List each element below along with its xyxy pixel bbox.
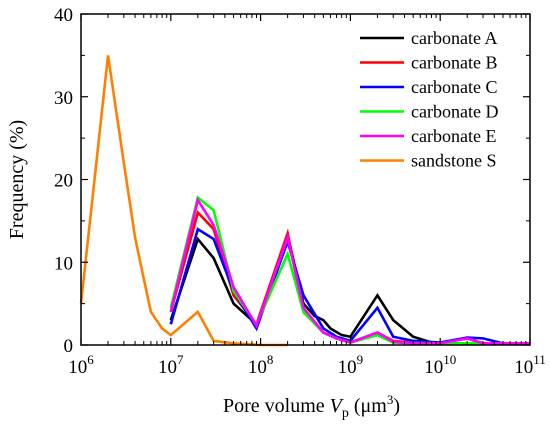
x-axis-label-prefix: Pore volume bbox=[223, 395, 330, 417]
x-tick-label: 108 bbox=[248, 352, 274, 378]
y-tick-label: 0 bbox=[64, 336, 74, 357]
legend-label-5: carbonate E bbox=[411, 126, 496, 146]
series-line-2 bbox=[169, 210, 530, 345]
x-axis-label-unit-close: ) bbox=[393, 395, 400, 417]
series-line-5 bbox=[169, 196, 530, 345]
x-tick-label: 106 bbox=[68, 352, 94, 378]
series-lines bbox=[79, 55, 530, 347]
y-tick-label: 40 bbox=[54, 5, 73, 26]
series-line-6 bbox=[79, 55, 288, 347]
x-tick-label: 1010 bbox=[424, 352, 456, 378]
x-tick-label: 107 bbox=[158, 352, 184, 378]
x-axis-label: Pore volume Vp (μm3) bbox=[223, 392, 400, 421]
x-axis-label-unit-open: (μm bbox=[349, 395, 387, 417]
legend-label-3: carbonate C bbox=[411, 77, 497, 97]
legend-label-2: carbonate B bbox=[411, 53, 497, 73]
y-tick-label: 10 bbox=[54, 253, 73, 274]
legend: carbonate A carbonate B carbonate C carbona… bbox=[360, 28, 498, 171]
x-axis-label-unit-power: 3 bbox=[387, 392, 394, 407]
y-tick-label: 20 bbox=[54, 171, 73, 192]
axis-ticks bbox=[80, 13, 531, 346]
legend-label-4: carbonate D bbox=[411, 102, 498, 122]
axis-tick-labels: 106 107 108 109 1010 1011 0 10 20 30 40 bbox=[54, 5, 546, 378]
x-axis-label-subscript: p bbox=[342, 406, 349, 421]
x-tick-label: 109 bbox=[338, 352, 364, 378]
y-tick-label: 30 bbox=[54, 88, 73, 109]
legend-label-1: carbonate A bbox=[411, 28, 497, 48]
x-tick-label: 1011 bbox=[514, 352, 546, 378]
y-axis-label: Frequency (%) bbox=[6, 120, 28, 239]
x-axis-label-symbol: V bbox=[330, 395, 345, 417]
legend-label-6: sandstone S bbox=[411, 151, 497, 171]
